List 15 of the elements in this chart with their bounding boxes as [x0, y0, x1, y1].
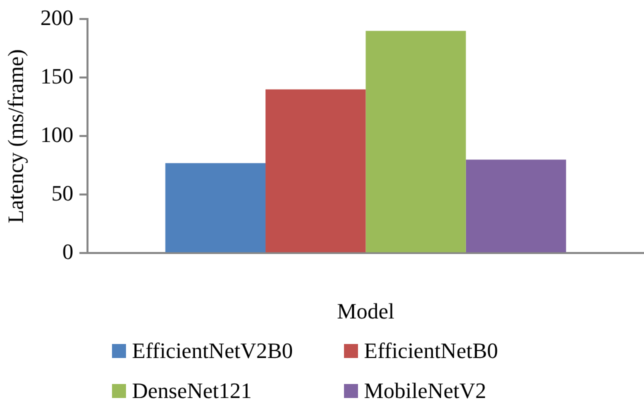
bar: [165, 163, 266, 252]
legend-label: DenseNet121: [132, 378, 252, 404]
y-tick-label: 0: [62, 238, 74, 264]
x-axis-title: Model: [336, 298, 394, 324]
bar: [266, 89, 366, 252]
y-tick-label: 200: [40, 4, 74, 30]
y-axis-title: Latency (ms/frame): [2, 49, 28, 224]
bar: [466, 160, 566, 252]
legend-label: EfficientNetB0: [364, 338, 498, 364]
bar: [366, 30, 466, 252]
y-tick-label: 50: [51, 180, 74, 206]
legend-label: EfficientNetV2B0: [132, 338, 293, 364]
legend-label: MobileNetV2: [364, 378, 486, 404]
y-tick-label: 150: [40, 63, 74, 88]
y-tick-label: 100: [40, 122, 74, 147]
